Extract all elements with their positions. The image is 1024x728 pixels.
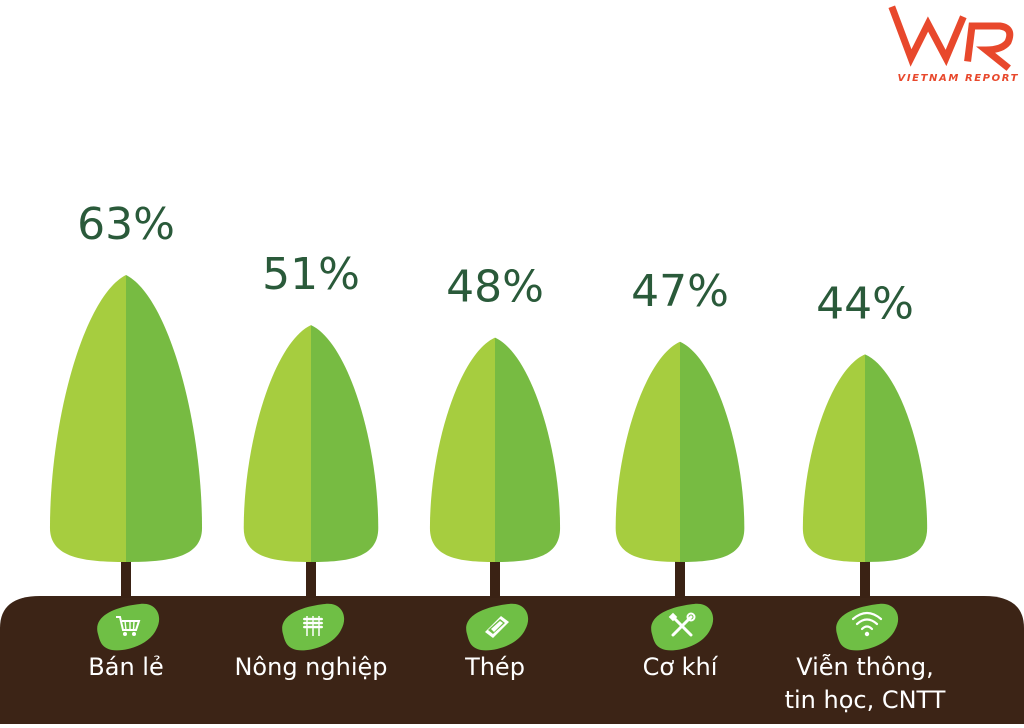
category-badge [836, 603, 899, 651]
tree-bar [802, 354, 928, 598]
category-label: Nông nghiệp [234, 653, 387, 681]
vnr-logo-mark [888, 5, 1014, 71]
tree-crown-light-half [429, 337, 495, 562]
tree-crown-light-half [243, 325, 311, 562]
vnr-logo-tagline: VIETNAM REPORT [898, 73, 1020, 84]
trees-layer [49, 275, 928, 598]
vnr-logo: VIETNAM REPORT [888, 5, 1020, 84]
category-badge [97, 603, 160, 651]
tree-trunk [490, 560, 500, 598]
steel-beam-icon [485, 616, 509, 638]
value-label: 47% [631, 266, 729, 317]
category-badge [466, 603, 529, 651]
ground [0, 596, 1024, 724]
wheat-icon [303, 616, 323, 636]
tree-trunk [675, 560, 685, 598]
category-badges-layer [97, 603, 899, 651]
tree-crown-light-half [49, 275, 126, 562]
category-badge [282, 603, 345, 651]
tree-crown-dark-half [311, 325, 379, 562]
category-label: Viễn thông, tin học, CNTT [785, 652, 946, 714]
tree-crown-dark-half [865, 354, 928, 562]
wifi-icon [851, 611, 883, 637]
value-label: 51% [262, 249, 360, 300]
category-label: Thép [464, 653, 525, 681]
tree-crown-dark-half [126, 275, 203, 562]
tree-trunk [306, 560, 316, 598]
tree-crown-light-half [615, 341, 680, 562]
tree-crown-dark-half [680, 341, 745, 562]
value-labels-layer: 63% 51% 48% 47% 44% [77, 199, 914, 329]
tree-bar [243, 325, 379, 598]
tree-bar [615, 341, 745, 598]
shopping-cart-icon [116, 616, 141, 636]
tree-crown-light-half [802, 354, 865, 562]
category-label: Cơ khí [643, 653, 719, 681]
value-label: 44% [816, 278, 914, 329]
category-label: Bán lẻ [88, 653, 163, 681]
category-badge [651, 603, 714, 651]
tree-bar [49, 275, 203, 598]
value-label: 63% [77, 199, 175, 250]
tree-crown-dark-half [495, 337, 561, 562]
tree-trunk [860, 560, 870, 598]
category-labels-layer: Bán lẻ Nông nghiệp Thép Cơ khí Viễn thông, ti… [88, 652, 946, 714]
tree-bar [429, 337, 561, 598]
value-label: 48% [446, 262, 544, 313]
tree-trunk [121, 560, 131, 598]
